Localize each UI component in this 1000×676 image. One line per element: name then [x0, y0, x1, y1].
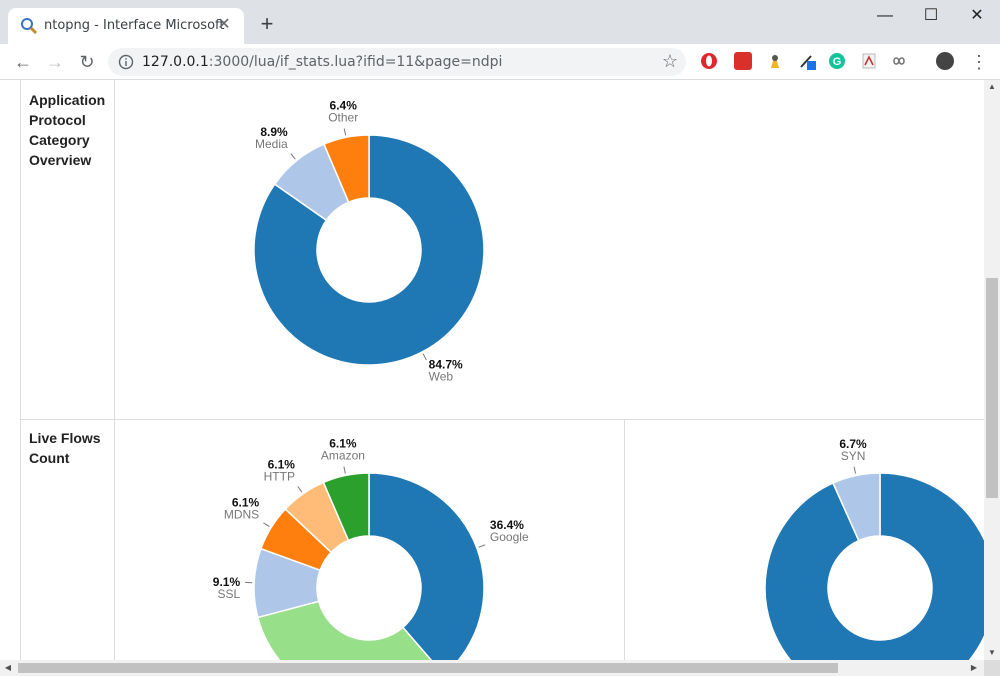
horizontal-scrollbar[interactable]: ◀ ▶: [0, 660, 984, 676]
star-icon[interactable]: ☆: [661, 51, 678, 71]
slice-percent-label: 84.7%: [429, 357, 463, 371]
mail-extension-icon[interactable]: [734, 52, 752, 70]
table-border-left: [20, 80, 21, 660]
label-line: Protocol: [29, 112, 86, 128]
window-close-icon[interactable]: ✕: [970, 7, 984, 24]
svg-text:G: G: [833, 56, 842, 68]
slice-name-label: Web: [429, 369, 454, 383]
browser-toolbar: ← → ↻ 127.0.0.1:3000/lua/if_stats.lua?if…: [0, 44, 1000, 80]
horizontal-scroll-thumb[interactable]: [18, 663, 838, 673]
slice-percent-label: 36.4%: [490, 518, 524, 532]
scroll-left-arrow[interactable]: ◀: [4, 663, 12, 672]
scrollbar-corner: [984, 660, 1000, 676]
url-host: 127.0.0.1: [142, 54, 209, 70]
info-icon[interactable]: [118, 54, 134, 70]
opera-extension-icon[interactable]: [700, 52, 718, 70]
label-line: Count: [29, 450, 70, 466]
pie-slice-syn[interactable]: [832, 472, 881, 542]
label-leader-line: [343, 466, 346, 474]
table-divider: [114, 80, 115, 660]
slice-name-label: SYN: [841, 449, 866, 463]
slice-percent-label: 6.4%: [330, 99, 358, 113]
url-text: 127.0.0.1:3000/lua/if_stats.lua?ifid=11&…: [142, 54, 502, 70]
page-content: Application Protocol Category Overview L…: [20, 80, 984, 660]
label-leader-line: [422, 353, 427, 361]
label-line: Live Flows: [29, 430, 101, 446]
vertical-scroll-thumb[interactable]: [986, 278, 998, 498]
cell-divider: [624, 420, 625, 660]
slice-percent-label: 9.1%: [213, 575, 241, 589]
pie-slice-other[interactable]: [323, 134, 370, 204]
row-divider: [20, 419, 984, 420]
infinity-extension-icon[interactable]: [890, 52, 908, 70]
maximize-icon[interactable]: ☐: [923, 7, 939, 24]
label-leader-line: [263, 522, 270, 528]
close-icon[interactable]: ✕: [217, 16, 231, 33]
slice-name-label: SSL: [217, 587, 240, 601]
slice-percent-label: 6.7%: [839, 437, 867, 451]
search-icon: [21, 18, 38, 35]
slice-name-label: Google: [490, 530, 529, 544]
section-label-application-protocol-category: Application Protocol Category Overview: [29, 90, 119, 170]
slice-name-label: MDNS: [224, 507, 259, 521]
slice-percent-label: 6.1%: [232, 495, 260, 509]
grammarly-extension-icon[interactable]: G: [828, 52, 846, 70]
plus-icon[interactable]: +: [260, 11, 274, 36]
scroll-right-arrow[interactable]: ▶: [970, 663, 978, 672]
slice-percent-label: 6.1%: [329, 437, 357, 451]
section-label-live-flows-count: Live Flows Count: [29, 428, 119, 468]
avatar[interactable]: [936, 52, 954, 70]
label-leader-line: [297, 486, 303, 493]
label-leader-line: [853, 466, 857, 474]
scroll-up-arrow[interactable]: ▲: [988, 82, 996, 91]
pdf-extension-icon[interactable]: [860, 52, 878, 70]
charts-canvas: 84.7%Web 8.9%Media 6.4%Other 36.4%Google 9.…: [213, 99, 984, 660]
label-line: Application: [29, 92, 106, 108]
pie-slice-unlabeled[interactable]: [256, 600, 444, 660]
forward-icon[interactable]: →: [46, 52, 64, 72]
slice-name-label: HTTP: [264, 469, 295, 483]
protocol-category-donut-chart: 84.7%Web 8.9%Media 6.4%Other: [253, 99, 485, 383]
label-leader-line: [478, 544, 486, 548]
slice-name-label: Amazon: [321, 449, 365, 463]
minimize-icon[interactable]: —: [877, 7, 893, 24]
pie-slice-google[interactable]: [368, 472, 485, 660]
menu-icon[interactable]: ⋮: [970, 52, 988, 72]
eyedropper-extension-icon[interactable]: [798, 52, 816, 70]
pie-slice-amazon[interactable]: [322, 472, 370, 542]
url-path: :3000/lua/if_stats.lua?ifid=11&page=ndpi: [208, 54, 503, 70]
label-leader-line: [343, 128, 347, 136]
back-icon[interactable]: ←: [14, 52, 32, 72]
browser-tab[interactable]: ntopng - Interface Microsoft ✕: [8, 8, 244, 44]
reload-icon[interactable]: ↻: [79, 52, 95, 72]
vertical-scrollbar[interactable]: ▲ ▼: [984, 80, 1000, 660]
label-line: Overview: [29, 152, 92, 168]
title-bar: ntopng - Interface Microsoft ✕ + — ☐ ✕: [0, 0, 1000, 44]
tab-title: ntopng - Interface Microsoft: [44, 18, 225, 33]
pie-slice-unlabeled[interactable]: [764, 472, 984, 660]
slice-percent-label: 6.1%: [268, 457, 296, 471]
address-bar[interactable]: 127.0.0.1:3000/lua/if_stats.lua?ifid=11&…: [108, 48, 686, 76]
person-extension-icon[interactable]: [766, 52, 784, 70]
slice-name-label: Media: [255, 137, 288, 151]
tcp-flags-donut-chart: 6.7%SYN: [764, 437, 984, 660]
label-line: Category: [29, 132, 90, 148]
scroll-down-arrow[interactable]: ▼: [988, 648, 996, 657]
slice-name-label: Other: [328, 111, 358, 125]
live-flows-donut-chart: 36.4%Google9.1%SSL6.1%MDNS6.1%HTTP6.1%Am…: [213, 437, 529, 660]
pie-slice-web[interactable]: [253, 134, 485, 366]
label-leader-line: [290, 153, 296, 160]
slice-percent-label: 8.9%: [260, 125, 288, 139]
